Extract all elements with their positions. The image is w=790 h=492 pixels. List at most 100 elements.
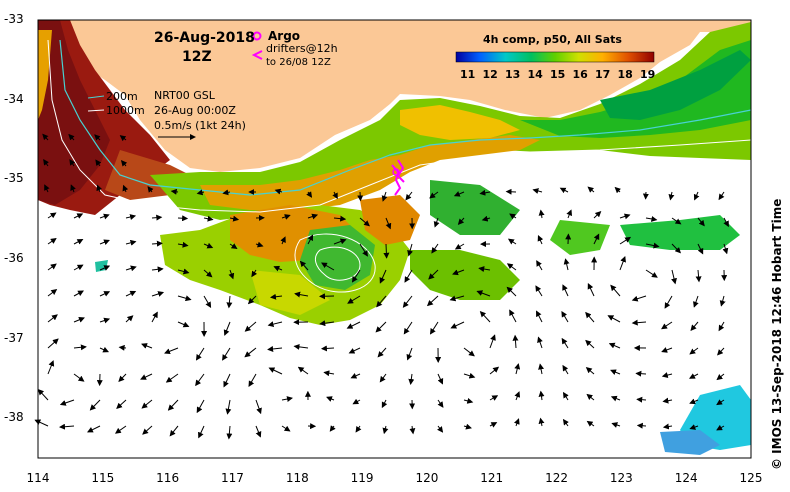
current-vector bbox=[593, 233, 600, 245]
current-vector bbox=[645, 215, 658, 222]
current-vector bbox=[195, 347, 205, 361]
current-vector bbox=[170, 188, 179, 195]
isobath-1000-label: 1000m bbox=[106, 104, 145, 117]
current-vector bbox=[151, 214, 163, 221]
current-vector bbox=[610, 369, 621, 375]
current-vector bbox=[381, 191, 388, 202]
current-vector bbox=[68, 133, 75, 141]
current-vector bbox=[118, 373, 127, 383]
current-vector bbox=[223, 321, 231, 336]
current-vector bbox=[693, 295, 699, 308]
lon-tick-label: 121 bbox=[480, 471, 504, 485]
current-vector bbox=[267, 345, 283, 352]
current-vector bbox=[195, 373, 205, 387]
current-vector bbox=[697, 243, 704, 255]
current-vector bbox=[151, 311, 158, 323]
current-vector bbox=[379, 373, 387, 383]
current-vector bbox=[321, 262, 335, 271]
current-vector bbox=[99, 346, 110, 353]
current-vector bbox=[47, 238, 57, 245]
current-vectors bbox=[34, 133, 729, 440]
current-vector bbox=[716, 373, 725, 381]
current-vector bbox=[229, 243, 238, 250]
current-vector bbox=[586, 393, 595, 401]
current-vector bbox=[662, 423, 673, 430]
current-vector bbox=[719, 295, 726, 307]
current-vector bbox=[585, 367, 595, 375]
current-vector bbox=[536, 310, 543, 323]
current-vector bbox=[307, 213, 319, 220]
lon-tick-label: 124 bbox=[674, 471, 698, 485]
current-vector bbox=[140, 373, 153, 380]
lat-tick-label: -38 bbox=[4, 410, 24, 425]
current-vector bbox=[203, 215, 214, 222]
current-vector bbox=[722, 243, 729, 255]
current-vector bbox=[716, 424, 725, 431]
current-vector bbox=[610, 284, 621, 297]
current-vector bbox=[562, 391, 569, 401]
current-vector bbox=[587, 282, 595, 297]
map-date: 26-Aug-2018 bbox=[154, 30, 255, 46]
current-vector bbox=[225, 399, 232, 415]
lon-tick-label: 117 bbox=[221, 471, 244, 485]
current-vector bbox=[463, 397, 474, 404]
current-vector bbox=[376, 295, 387, 308]
current-vector bbox=[619, 213, 631, 220]
current-vector bbox=[716, 399, 725, 406]
current-vector bbox=[559, 187, 569, 194]
current-vector bbox=[226, 425, 233, 440]
current-vector bbox=[429, 321, 439, 335]
current-vector bbox=[359, 217, 370, 227]
current-vector bbox=[689, 424, 699, 430]
current-vector bbox=[561, 310, 569, 323]
current-vector bbox=[251, 269, 258, 278]
current-vector bbox=[426, 295, 439, 307]
current-vector bbox=[151, 266, 164, 273]
current-vector bbox=[404, 269, 413, 283]
current-vector bbox=[244, 347, 257, 358]
current-vector bbox=[671, 217, 682, 225]
current-vector bbox=[43, 158, 50, 167]
argo-float-icon bbox=[392, 168, 400, 176]
isobath-200m bbox=[59, 39, 752, 196]
current-vector bbox=[437, 399, 444, 408]
current-vector bbox=[723, 217, 729, 228]
current-vector bbox=[281, 425, 291, 432]
current-vector bbox=[407, 243, 413, 257]
current-vector bbox=[406, 347, 413, 361]
current-vector bbox=[348, 347, 361, 354]
current-vector bbox=[607, 315, 621, 323]
current-vector bbox=[281, 214, 291, 220]
current-vector bbox=[99, 213, 110, 220]
current-vector bbox=[329, 425, 336, 432]
current-vector bbox=[116, 399, 127, 409]
current-vector bbox=[177, 268, 190, 275]
current-vector bbox=[631, 295, 647, 302]
current-vector bbox=[481, 215, 491, 222]
credit-text: © IMOS 13-Sep-2018 12:46 Hobart Time bbox=[770, 198, 784, 470]
current-vector bbox=[506, 263, 517, 271]
current-vector bbox=[73, 213, 84, 219]
current-vector bbox=[489, 395, 499, 401]
current-vector bbox=[614, 186, 622, 194]
current-vector bbox=[294, 291, 309, 298]
current-vector bbox=[636, 396, 647, 403]
current-vector bbox=[99, 291, 111, 297]
current-vector bbox=[377, 347, 387, 358]
current-vector bbox=[509, 309, 517, 323]
current-vector bbox=[350, 373, 361, 379]
current-vector bbox=[320, 345, 335, 352]
current-vector bbox=[449, 295, 465, 302]
current-vector bbox=[96, 184, 103, 193]
current-vector bbox=[689, 398, 699, 405]
current-vector bbox=[281, 396, 293, 402]
current-vector bbox=[405, 191, 413, 201]
current-vector bbox=[47, 288, 58, 297]
current-vector bbox=[177, 241, 189, 248]
current-vector bbox=[409, 425, 416, 435]
lon-tick-label: 114 bbox=[26, 471, 50, 485]
current-vector bbox=[73, 239, 84, 245]
current-vector bbox=[47, 263, 57, 271]
product-label: NRT00 GSL bbox=[154, 89, 215, 102]
current-vector bbox=[457, 217, 465, 225]
